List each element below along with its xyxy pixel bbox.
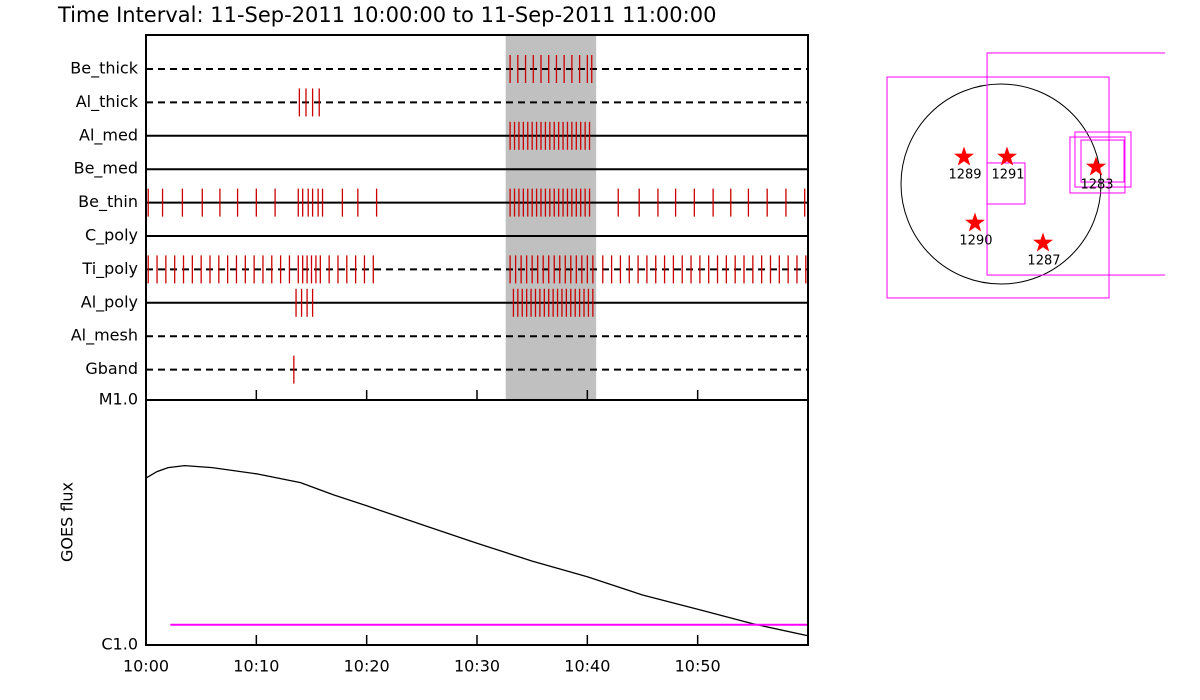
map: 1289 1291 1283 1290 1287 [886,52,1165,299]
y-tick-label: C1.0 [101,635,138,654]
region-label: 1287 [1027,253,1060,268]
filter-label: Al_thick [76,92,139,112]
region-star [1033,232,1053,252]
filter-label: Al_poly [81,292,138,312]
region-label: 1289 [948,168,981,183]
flux-line [145,464,809,637]
filter-label: Al_med [79,125,138,145]
filter-label: Be_med [74,159,138,179]
panel-frame [145,399,809,646]
x-tick-label: 10:40 [564,657,610,676]
panel-frame [145,34,809,401]
fov-box [986,162,1026,205]
filter-label: Al_mesh [71,326,138,346]
region-star [965,212,985,232]
chart-title: Time Interval: 11-Sep-2011 10:00:00 to 1… [57,3,716,27]
fov-box [1080,139,1125,183]
region-star [1086,156,1106,176]
region-label: 1290 [959,233,992,248]
filter-label: Be_thin [78,192,138,212]
x-tick-label: 10:30 [454,657,500,676]
region-star [997,146,1017,166]
y-tick-label: M1.0 [99,390,138,409]
x-tick-label: 10:10 [233,657,279,676]
region-label: 1291 [991,168,1024,183]
filter-label: Be_thick [70,59,138,79]
filter-label: Gband [85,359,138,378]
solar-disk [900,83,1102,285]
x-tick-label: 10:20 [344,657,390,676]
y-axis-label: GOES flux [58,482,77,562]
filter-label: C_poly [85,226,138,246]
x-tick-label: 10:50 [675,657,721,676]
region-star [954,146,974,166]
fov-box [1074,131,1132,188]
filter-label: Ti_poly [81,259,138,279]
x-tick-label: 10:00 [123,657,169,676]
region-label: 1283 [1080,178,1113,193]
highlight-band [505,35,597,400]
fov-box [1069,136,1126,194]
